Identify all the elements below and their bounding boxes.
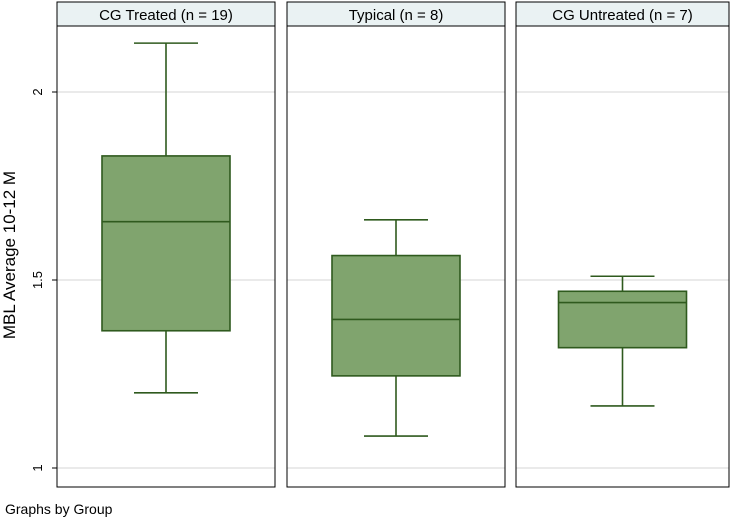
panel-2: Typical (n = 8) <box>286 1 506 488</box>
panel-title: CG Treated (n = 19) <box>99 7 233 24</box>
y-tick-label: 1 <box>30 464 45 471</box>
iqr-box <box>557 290 688 349</box>
y-axis-label: MBL Average 10-12 M <box>0 171 19 339</box>
panel-header <box>515 1 730 27</box>
y-tick-label: 1.5 <box>30 271 45 289</box>
y-tick-label: 2 <box>30 88 45 95</box>
panel-frame <box>56 25 276 488</box>
panel-frame <box>515 25 730 488</box>
iqr-box <box>101 155 231 332</box>
panel-title: Typical (n = 8) <box>349 7 444 24</box>
panel-title: CG Untreated (n = 7) <box>552 7 692 24</box>
panel-3: CG Untreated (n = 7) <box>515 1 730 488</box>
iqr-box <box>331 254 461 377</box>
panel-frame <box>286 25 506 488</box>
graphs-by-note: Graphs by Group <box>5 501 113 517</box>
panel-1: CG Treated (n = 19) <box>56 1 276 488</box>
panel-header <box>286 1 506 27</box>
